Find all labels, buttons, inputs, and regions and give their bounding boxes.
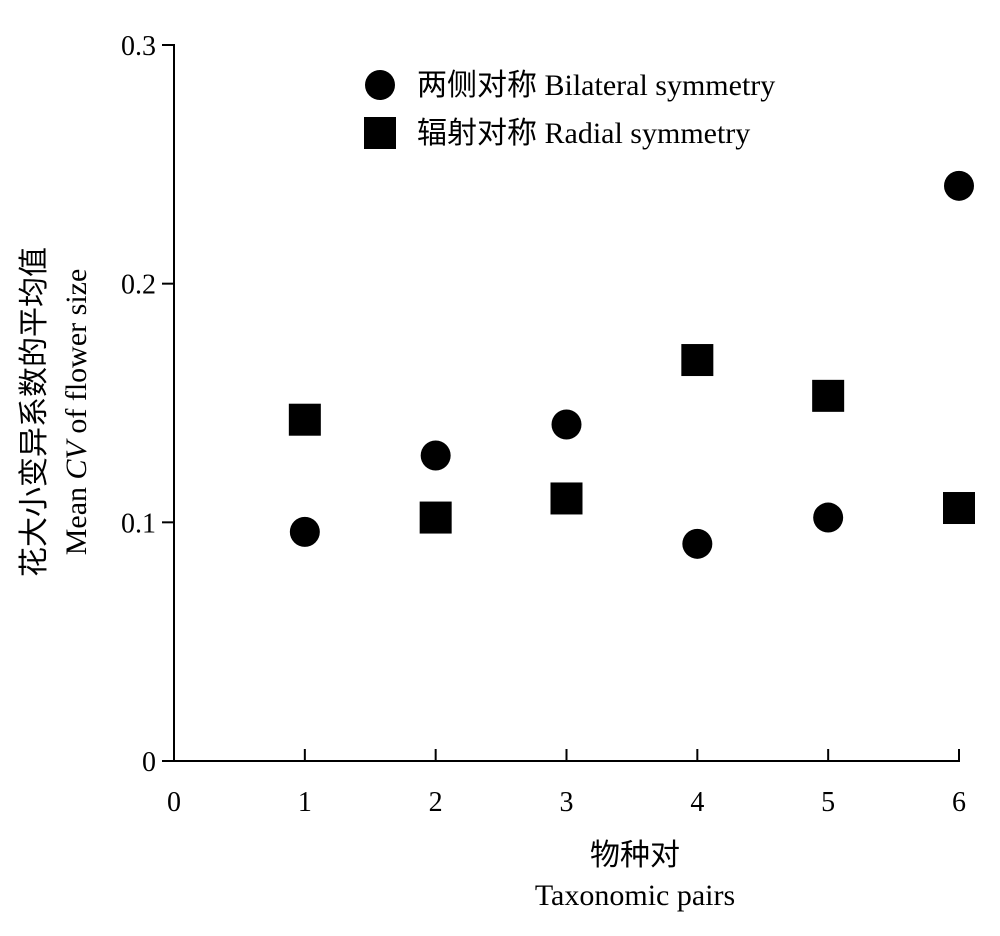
- point-bilateral: [289, 516, 320, 547]
- y-axis-title-en-suffix: of flower size: [60, 269, 93, 441]
- y-axis-title-en: Mean CV of flower size: [60, 269, 93, 556]
- legend-label-bilateral: 两侧对称 Bilateral symmetry: [417, 69, 775, 102]
- x-axis-title-en: Taxonomic pairs: [535, 879, 735, 912]
- y-ticks: 0 0.1 0.2 0.3: [121, 31, 174, 778]
- legend: 两侧对称 Bilateral symmetry 辐射对称 Radial symm…: [364, 69, 775, 150]
- x-ticks: 0 1 2 3 4 5 6: [167, 749, 966, 818]
- legend-square-marker: [364, 117, 396, 149]
- y-axis-title-cn: 花大小变异系数的平均值: [18, 247, 51, 577]
- y-tick-label: 0.2: [121, 270, 156, 301]
- y-axis-title-en-prefix: Mean: [60, 479, 93, 555]
- point-radial: [943, 492, 975, 525]
- y-tick-label: 0: [142, 747, 156, 778]
- point-bilateral: [551, 409, 582, 440]
- x-tick-label: 4: [690, 787, 704, 818]
- point-radial: [550, 482, 583, 515]
- point-radial: [419, 501, 452, 534]
- x-tick-label: 5: [821, 787, 835, 818]
- x-tick-label: 3: [560, 787, 574, 818]
- x-tick-label: 2: [429, 787, 443, 818]
- point-radial: [681, 344, 714, 377]
- legend-circle-marker: [365, 70, 395, 100]
- x-axis-title-cn: 物种对: [590, 839, 680, 872]
- point-bilateral: [813, 502, 844, 533]
- data-points: [288, 170, 975, 559]
- point-radial: [812, 379, 845, 412]
- point-bilateral: [420, 440, 451, 471]
- point-radial: [288, 403, 321, 436]
- point-bilateral: [682, 528, 713, 559]
- x-tick-label: 0: [167, 787, 181, 818]
- point-bilateral: [944, 170, 974, 201]
- x-tick-label: 1: [298, 787, 312, 818]
- y-tick-label: 0.3: [121, 31, 156, 62]
- y-axis-title-en-italic: CV: [60, 437, 93, 479]
- y-tick-label: 0.1: [121, 508, 156, 539]
- x-tick-label: 6: [952, 787, 966, 818]
- legend-label-radial: 辐射对称 Radial symmetry: [417, 117, 750, 150]
